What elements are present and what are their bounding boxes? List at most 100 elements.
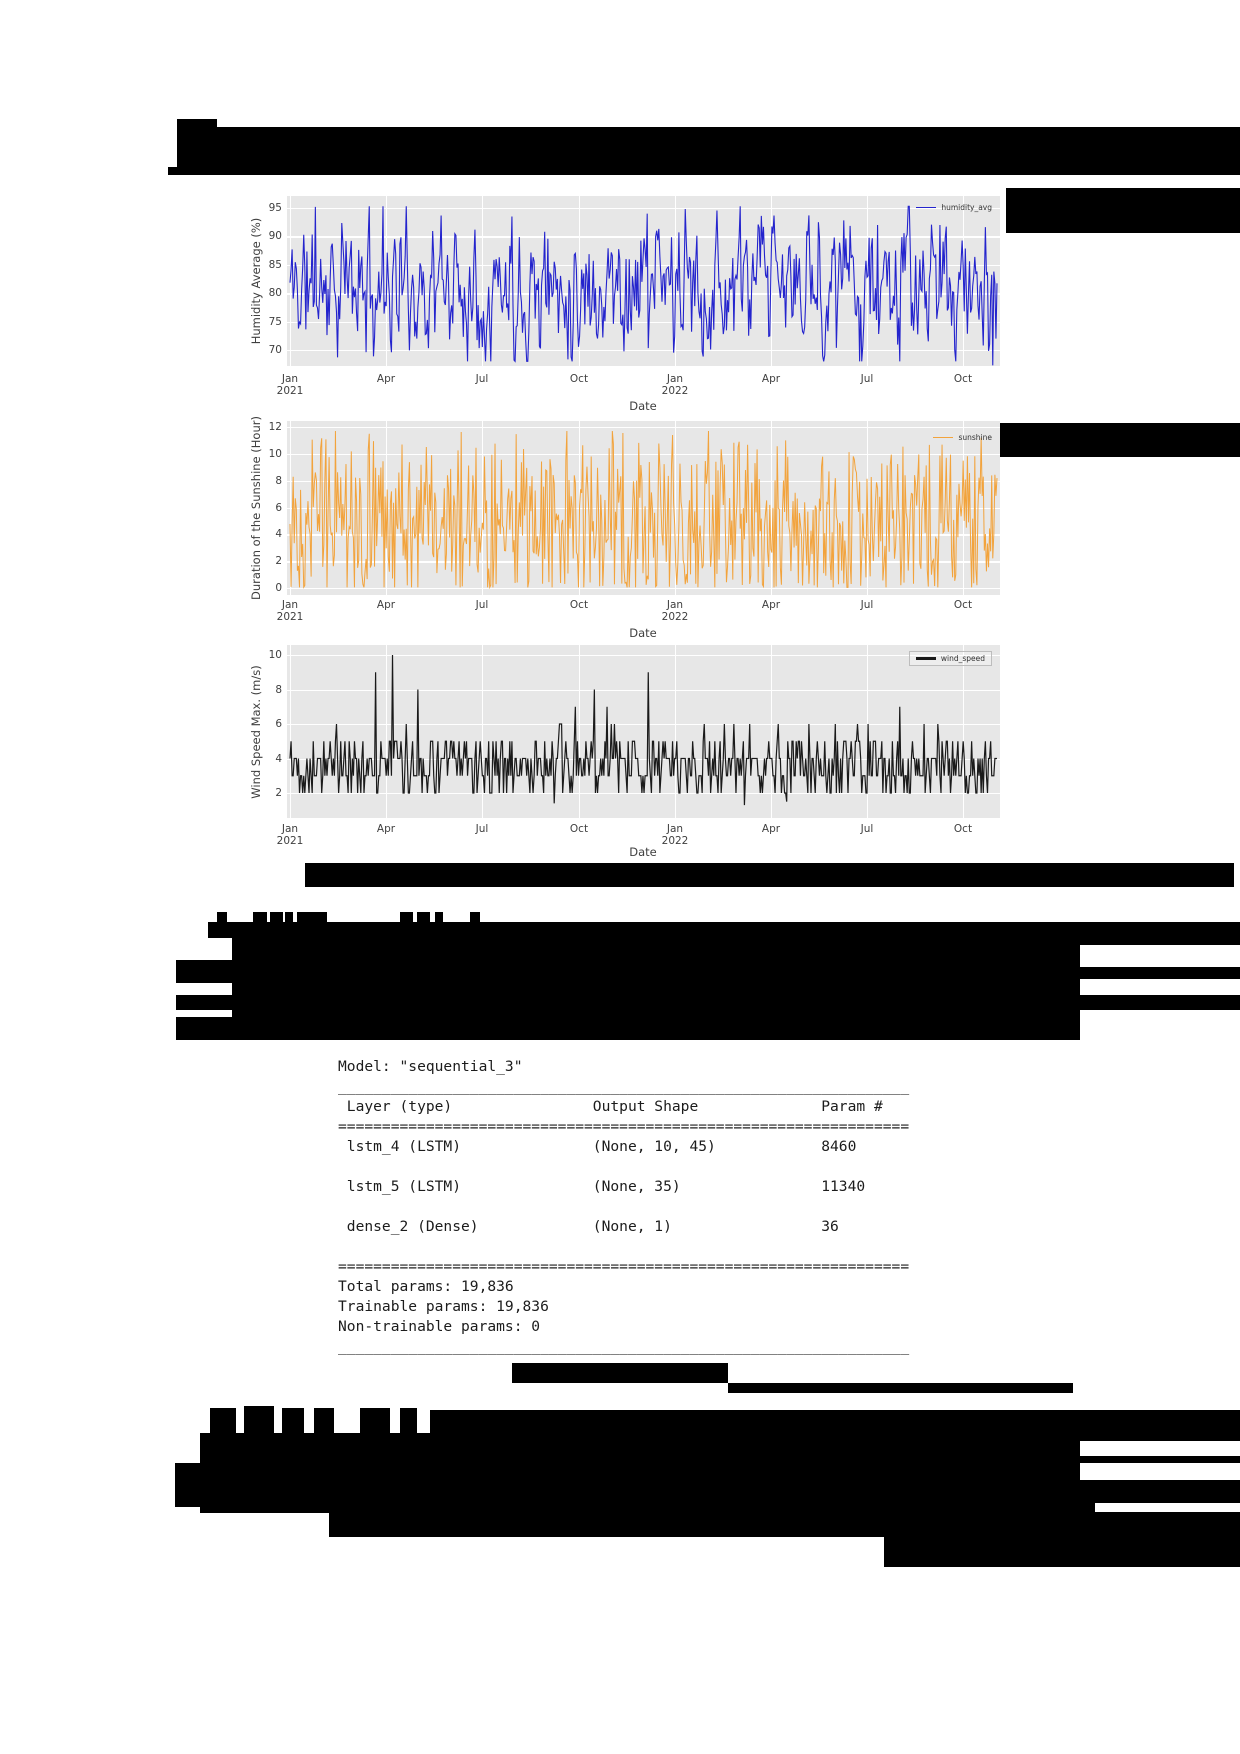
sunshine-y-tick: 12	[268, 421, 282, 433]
sunshine-x-tick: Jan 2021	[276, 599, 304, 623]
redacted-text-block	[176, 995, 232, 1010]
wind-y-tick: 6	[275, 718, 282, 730]
gridline	[963, 645, 965, 818]
wind-x-tick: Jul	[475, 823, 489, 835]
wind-series-svg	[289, 654, 997, 806]
model-summary: Model: "sequential_3" __________________…	[338, 1058, 910, 1355]
wind-x-axis-label: Date	[629, 845, 657, 859]
redacted-text-block	[285, 912, 293, 924]
gridline	[771, 645, 773, 818]
redacted-text-block	[168, 167, 1240, 175]
redaction-gap	[1080, 979, 1240, 995]
redacted-text-block	[1006, 188, 1240, 233]
redacted-text-block	[305, 863, 1234, 887]
sunshine-y-tick: 0	[275, 582, 282, 595]
redacted-text-block	[314, 1408, 334, 1433]
sunshine-y-tick: 10	[268, 447, 282, 460]
humidity-y-tick: 80	[268, 287, 282, 300]
sunshine-x-tick: Apr	[761, 599, 781, 611]
humidity-plot-area: humidity_avg	[287, 196, 1000, 366]
gridline	[287, 350, 1000, 352]
humidity-series-line	[289, 205, 998, 366]
gridline	[287, 264, 1000, 267]
gridline	[287, 480, 1000, 483]
redacted-text-block	[470, 912, 480, 924]
gridline	[287, 724, 1000, 726]
redacted-text-block	[175, 1463, 200, 1507]
redacted-text-block	[512, 1363, 728, 1383]
gridline	[482, 645, 484, 818]
humidity-y-tick: 75	[268, 315, 282, 328]
redacted-text-block	[400, 1408, 417, 1433]
redacted-text-block	[177, 119, 217, 167]
redacted-text-block	[176, 960, 232, 983]
gridline	[579, 645, 581, 818]
humidity-y-tick: 90	[268, 230, 282, 243]
sunshine-plot-area: sunshine	[287, 421, 1000, 595]
gridline	[290, 645, 292, 818]
humidity-x-tick: Oct	[953, 373, 973, 385]
sunshine-x-tick: Jul	[475, 599, 489, 611]
wind-x-tick: Oct	[953, 823, 973, 835]
wind-plot-area: wind_speed	[287, 645, 1000, 818]
wind-x-tick: Jan 2022	[661, 823, 689, 847]
humidity-x-tick: Jul	[475, 373, 489, 385]
sunshine-series-line	[289, 430, 998, 590]
humidity-y-tick: 85	[268, 258, 282, 271]
wind-series-line	[289, 654, 997, 806]
gridline	[386, 645, 388, 818]
humidity-x-tick: Jan 2022	[661, 373, 689, 397]
redaction-gap	[1080, 1463, 1240, 1480]
sunshine-y-tick: 4	[275, 528, 282, 541]
redaction-gap	[200, 1513, 329, 1537]
redacted-text-block	[282, 1408, 304, 1433]
wind-y-tick: 8	[275, 683, 282, 696]
redacted-text-block	[435, 912, 443, 924]
redacted-text-block	[728, 1383, 1073, 1393]
redaction-gap	[1095, 1503, 1240, 1512]
wind-x-tick: Apr	[376, 823, 396, 835]
redacted-text-block	[208, 922, 232, 938]
redacted-text-block	[253, 912, 267, 924]
redacted-text-block	[884, 1537, 1240, 1567]
sunshine-y-tick: 2	[275, 555, 282, 568]
gridline	[579, 196, 581, 366]
humidity-x-axis-label: Date	[629, 399, 657, 413]
gridline	[287, 758, 1000, 760]
humidity-x-tick: Oct	[569, 373, 589, 385]
redacted-text-block	[400, 912, 413, 924]
gridline	[290, 196, 292, 366]
redacted-text-block	[270, 912, 283, 924]
redacted-text-block	[200, 1433, 1240, 1537]
humidity-x-tick: Jul	[860, 373, 874, 385]
humidity-x-tick: Apr	[761, 373, 781, 385]
wind-x-tick: Oct	[569, 823, 589, 835]
gridline	[287, 534, 1000, 536]
sunshine-x-tick: Jan 2022	[661, 599, 689, 623]
humidity-legend-line-sample	[916, 206, 937, 209]
redacted-text-block	[430, 1410, 1240, 1433]
gridline	[287, 293, 1000, 295]
humidity-series-svg	[289, 205, 998, 366]
humidity-x-tick: Jan 2021	[276, 373, 304, 397]
sunshine-x-tick: Oct	[953, 599, 973, 611]
sunshine-x-axis-label: Date	[629, 626, 657, 640]
wind-legend: wind_speed	[908, 651, 992, 666]
wind-legend-label: wind_speed	[940, 654, 985, 663]
wind-x-tick: Apr	[761, 823, 781, 835]
gridline	[287, 655, 1000, 657]
gridline	[287, 208, 1000, 210]
gridline	[867, 196, 869, 366]
redacted-text-block	[1000, 423, 1240, 457]
humidity-y-tick: 70	[268, 344, 282, 356]
sunshine-x-tick: Apr	[376, 599, 396, 611]
sunshine-series-svg	[289, 430, 998, 590]
wind-y-tick: 2	[275, 787, 282, 799]
redaction-gap	[1080, 1441, 1240, 1456]
redacted-text-block	[232, 922, 1240, 1040]
gridline	[675, 645, 677, 818]
gridline	[287, 689, 1000, 691]
humidity-legend-label: humidity_avg	[941, 203, 992, 212]
redacted-text-block	[217, 912, 227, 924]
